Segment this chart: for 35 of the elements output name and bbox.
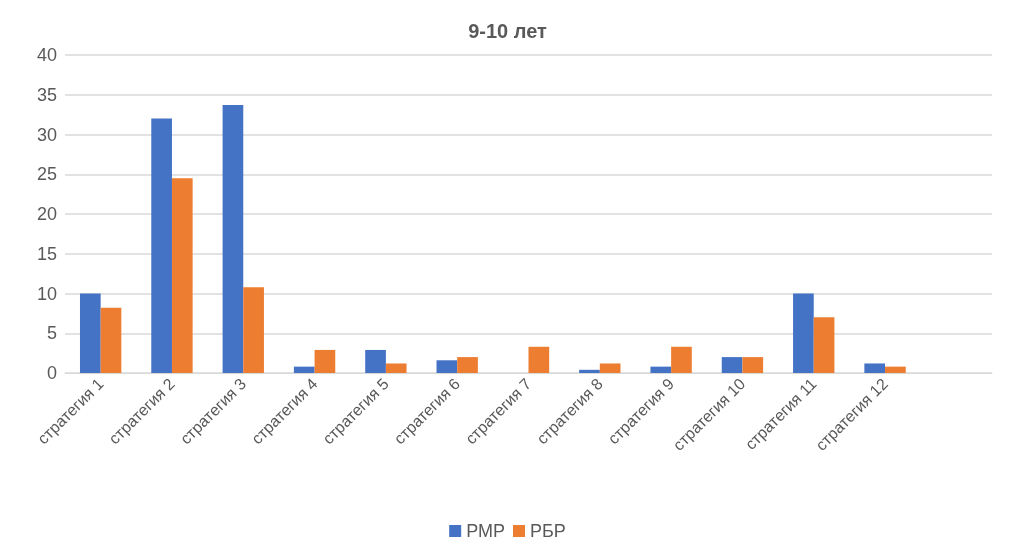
bar: [742, 357, 764, 373]
y-tick-label: 30: [36, 124, 57, 145]
bar: [243, 287, 264, 373]
y-tick-label: 0: [46, 363, 57, 383]
bar: [864, 363, 886, 373]
bar: [79, 293, 101, 373]
bar: [151, 118, 172, 373]
bar: [528, 346, 550, 373]
bar: [885, 366, 906, 373]
bar: [671, 346, 692, 373]
y-tick-label: 20: [36, 204, 57, 224]
bar: [293, 366, 315, 373]
bar: [813, 317, 835, 373]
legend-label: РБР: [529, 521, 566, 541]
bar: [365, 349, 386, 373]
bar: [385, 363, 407, 373]
y-tick-label: 5: [46, 323, 57, 344]
y-tick-label: 10: [36, 283, 57, 304]
legend-label: РМР: [466, 521, 505, 541]
bar: [793, 293, 814, 373]
bar: [457, 357, 478, 373]
y-tick-label: 25: [36, 164, 57, 185]
bar: [314, 349, 336, 373]
bar: [599, 363, 621, 373]
bar: [171, 178, 193, 373]
y-tick-label: 15: [36, 243, 57, 264]
bar: [721, 357, 743, 373]
y-tick-label: 40: [36, 45, 57, 65]
chart-title: 9-10 лет: [468, 20, 548, 42]
bar: [436, 360, 458, 373]
bar: [650, 366, 672, 373]
bar: [222, 105, 244, 373]
bar: [100, 307, 122, 373]
y-tick-label: 35: [36, 84, 57, 105]
bar: [579, 369, 600, 373]
